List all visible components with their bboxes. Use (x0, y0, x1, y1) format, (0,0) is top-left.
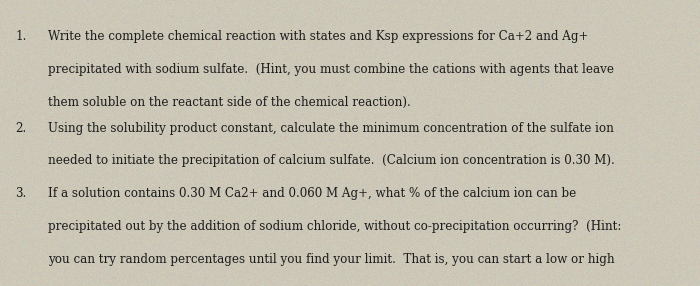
Text: Write the complete chemical reaction with states and Ksp expressions for Ca+2 an: Write the complete chemical reaction wit… (48, 30, 588, 43)
Text: precipitated with sodium sulfate.  (Hint, you must combine the cations with agen: precipitated with sodium sulfate. (Hint,… (48, 63, 614, 76)
Text: 3.: 3. (15, 187, 27, 200)
Text: them soluble on the reactant side of the chemical reaction).: them soluble on the reactant side of the… (48, 96, 410, 109)
Text: you can try random percentages until you find your limit.  That is, you can star: you can try random percentages until you… (48, 253, 614, 266)
Text: precipitated out by the addition of sodium chloride, without co-precipitation oc: precipitated out by the addition of sodi… (48, 220, 621, 233)
Text: If a solution contains 0.30 M Ca2+ and 0.060 M Ag+, what % of the calcium ion ca: If a solution contains 0.30 M Ca2+ and 0… (48, 187, 576, 200)
Text: Using the solubility product constant, calculate the minimum concentration of th: Using the solubility product constant, c… (48, 122, 613, 134)
Text: needed to initiate the precipitation of calcium sulfate.  (Calcium ion concentra: needed to initiate the precipitation of … (48, 154, 615, 167)
Text: 2.: 2. (15, 122, 27, 134)
Text: 1.: 1. (15, 30, 27, 43)
